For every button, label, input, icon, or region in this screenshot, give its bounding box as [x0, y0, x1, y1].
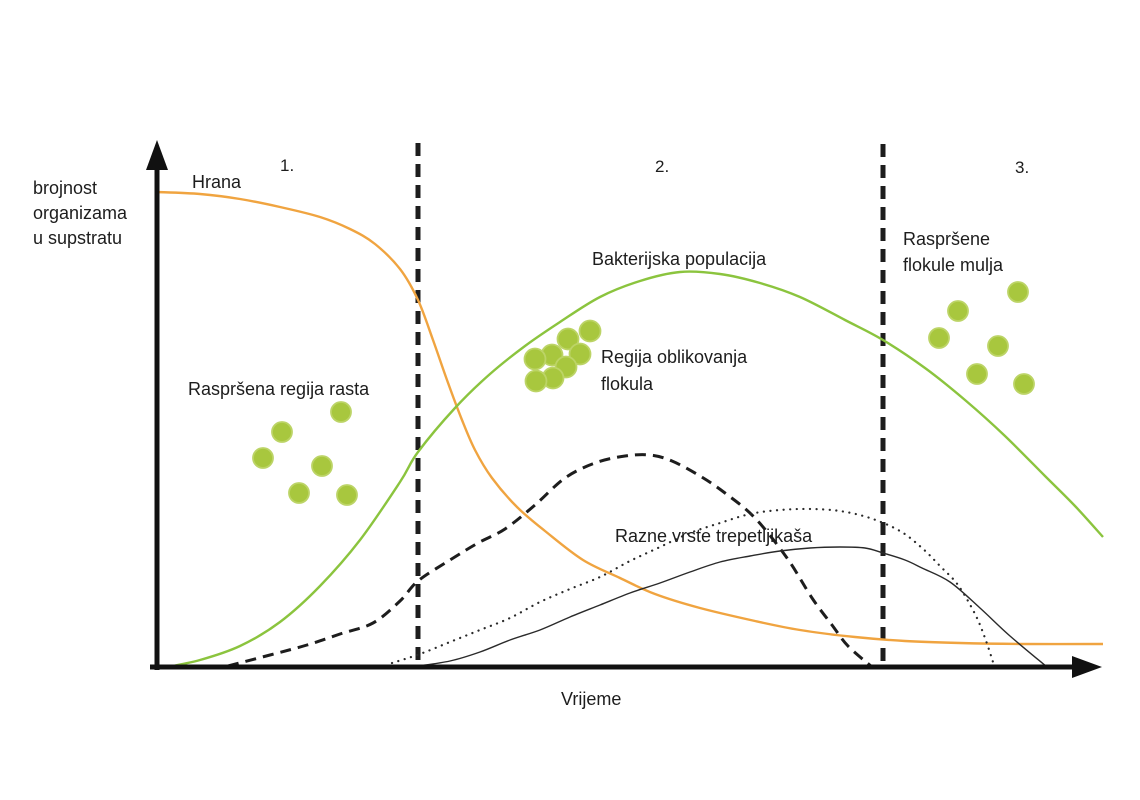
x-axis-label: Vrijeme	[561, 689, 622, 709]
floc-dot	[568, 342, 592, 366]
y-axis-label-line: organizama	[33, 203, 128, 223]
floc-dot	[966, 363, 988, 385]
curves-layer	[156, 190, 1104, 670]
x-axis-arrowhead-icon	[1072, 656, 1102, 678]
phase-dividers-layer	[415, 143, 886, 668]
ciliates-label: Razne vrste trepetljikaša	[615, 526, 813, 546]
floc-dot	[1013, 373, 1035, 395]
y-axis-label-line: u supstratu	[33, 228, 123, 248]
axes	[146, 140, 1102, 678]
floc-dot	[947, 300, 969, 322]
floc-dot	[311, 455, 333, 477]
phase-1-label: 1.	[280, 156, 295, 175]
floc-dot	[271, 421, 293, 443]
phase-2-label: 2.	[655, 157, 670, 176]
y-axis-label: brojnost organizama u supstratu	[33, 176, 127, 251]
floc-dot	[252, 447, 274, 469]
curve-trepetljikasi-dashed	[227, 453, 873, 669]
floc-formation-region-line: flokula	[601, 374, 654, 394]
floc-formation-region-line: Regija oblikovanja	[601, 347, 748, 367]
y-axis-arrowhead-icon	[146, 140, 168, 170]
y-axis-label-line: brojnost	[33, 178, 98, 198]
floc-dot	[556, 327, 580, 351]
dispersed-sludge-flocs-line: flokule mulja	[903, 255, 1004, 275]
floc-dot	[987, 335, 1009, 357]
dispersed-sludge-flocs-line: Raspršene	[903, 229, 991, 249]
floc-dot	[524, 369, 548, 393]
curve-trepetljikasi-thin	[417, 546, 1048, 668]
floc-dot	[330, 401, 352, 423]
floc-dot	[578, 319, 602, 343]
floc-dot	[523, 347, 547, 371]
food-curve-label: Hrana	[192, 172, 242, 192]
floc-dot	[288, 482, 310, 504]
floc-dots-layer	[252, 281, 1035, 506]
curve-bakterijska-populacija	[161, 270, 1104, 670]
floc-formation-region-label: Regija oblikovanja flokula	[601, 344, 747, 398]
dispersed-sludge-flocs-label: Raspršene flokule mulja	[903, 226, 1003, 278]
bacteria-curve-label: Bakterijska populacija	[592, 249, 767, 269]
floc-dot	[1007, 281, 1029, 303]
floc-dot	[928, 327, 950, 349]
phase-3-label: 3.	[1015, 158, 1030, 177]
dispersed-growth-region-label: Raspršena regija rasta	[188, 379, 370, 399]
floc-dot	[336, 484, 358, 506]
curve-hrana	[156, 190, 1104, 646]
